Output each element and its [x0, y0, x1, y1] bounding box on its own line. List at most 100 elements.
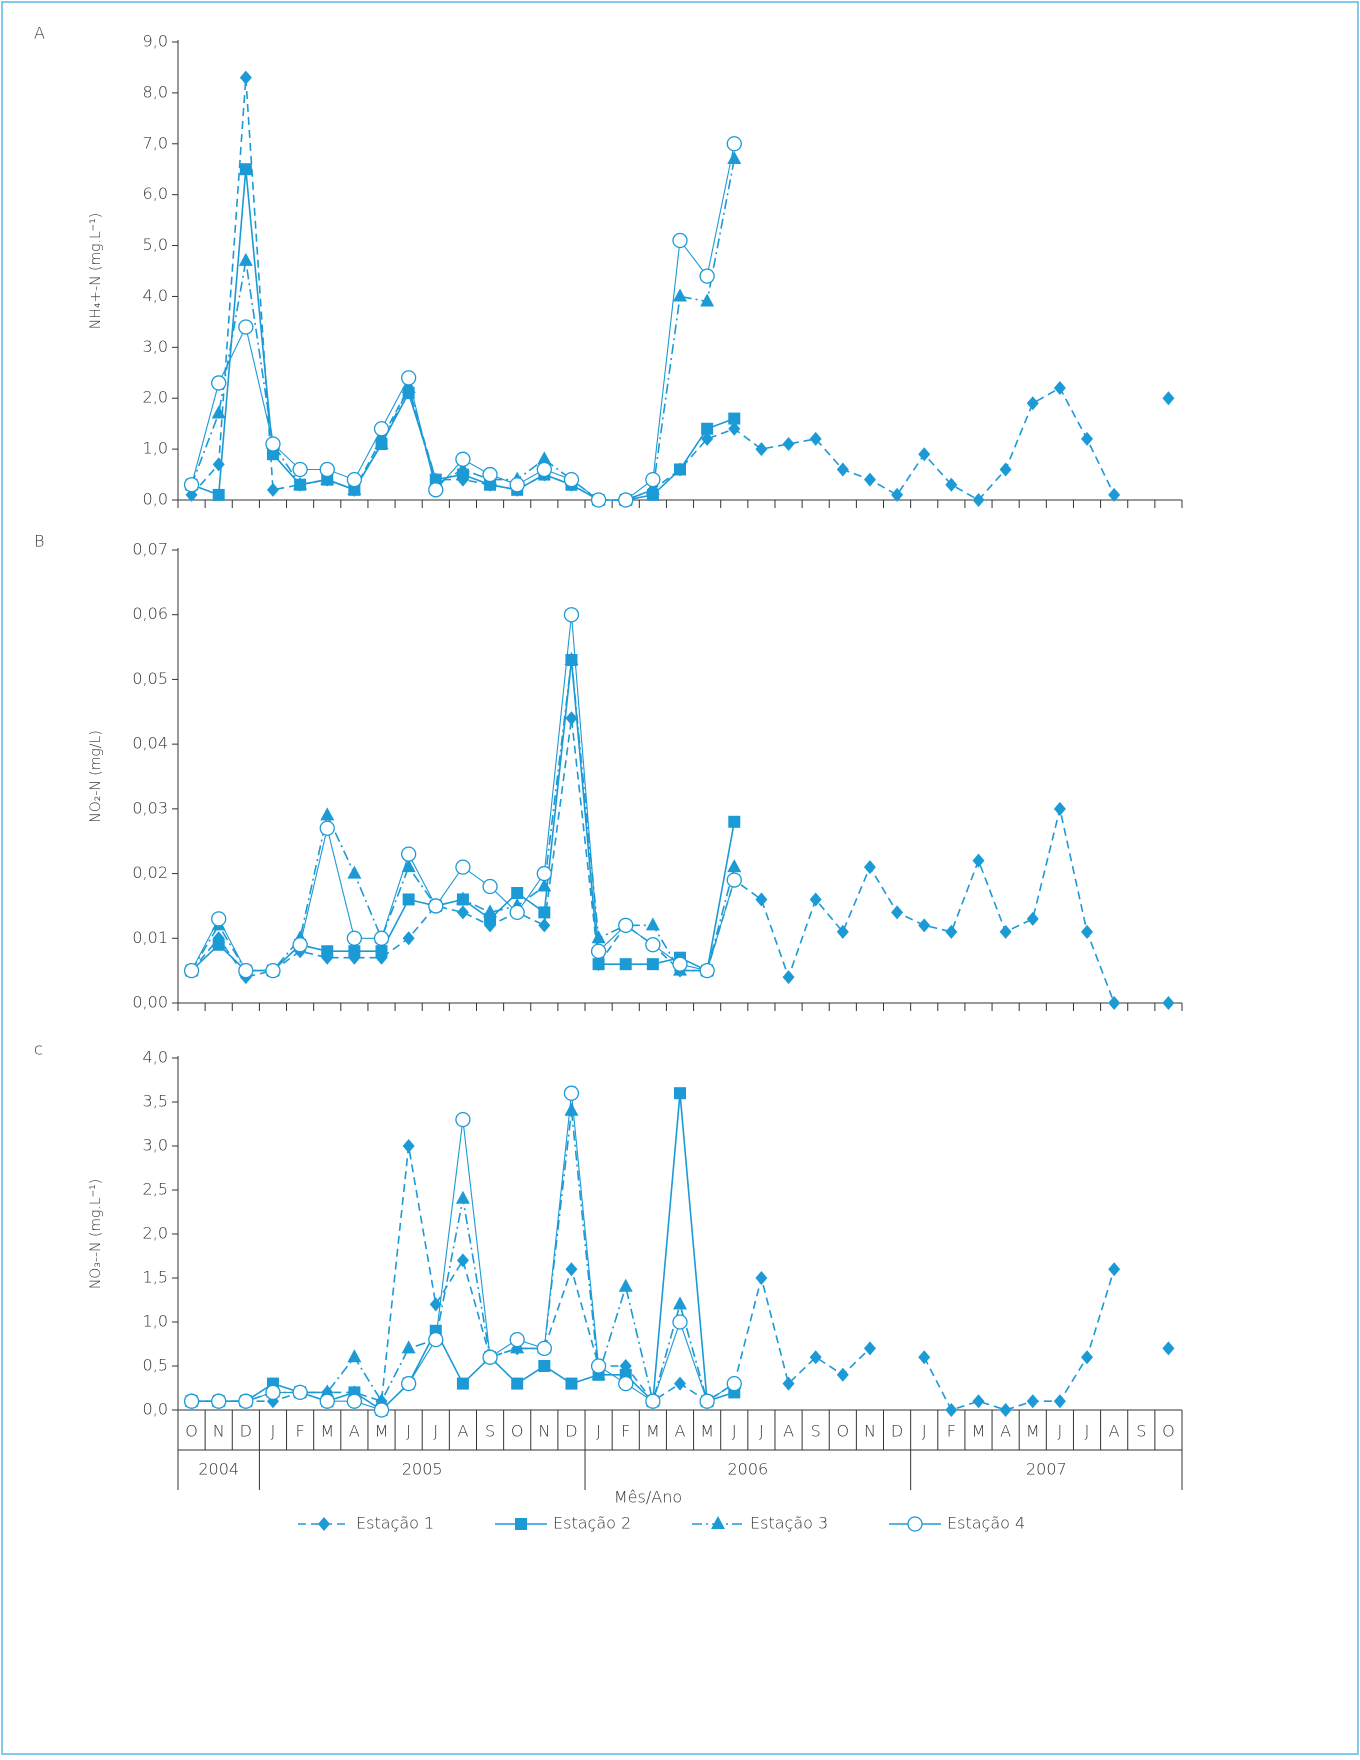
x-tick-label: S	[1136, 1422, 1146, 1441]
marker	[618, 492, 634, 508]
marker	[972, 1394, 985, 1409]
y-tick-label: 9,0	[143, 32, 168, 51]
x-tick-label: M	[700, 1422, 714, 1441]
marker	[564, 1102, 579, 1116]
marker	[238, 1393, 254, 1409]
marker	[375, 945, 388, 958]
marker	[509, 1331, 525, 1348]
marker	[266, 482, 279, 497]
marker	[319, 461, 335, 478]
marker	[863, 860, 876, 875]
x-tick-label: O	[1162, 1422, 1175, 1441]
marker	[907, 1516, 923, 1532]
marker	[891, 905, 904, 920]
year-label: 2005	[402, 1460, 443, 1479]
marker	[809, 892, 822, 907]
marker	[320, 471, 335, 485]
x-tick-label: N	[213, 1422, 225, 1441]
x-tick-label: D	[565, 1422, 577, 1441]
marker	[400, 1375, 417, 1392]
marker	[429, 1297, 442, 1312]
marker	[455, 451, 471, 467]
marker	[265, 436, 281, 452]
y-tick-label: 2,5	[143, 1180, 168, 1199]
marker	[238, 252, 253, 266]
marker	[374, 1393, 389, 1407]
marker	[618, 917, 634, 933]
marker	[699, 1393, 715, 1409]
marker	[515, 1518, 527, 1530]
marker	[318, 1517, 330, 1531]
marker	[618, 1278, 633, 1292]
marker	[455, 1190, 470, 1204]
x-tick-label: F	[621, 1422, 630, 1441]
marker	[1162, 391, 1175, 406]
marker	[537, 451, 552, 465]
marker	[711, 1516, 725, 1529]
marker	[346, 1393, 363, 1409]
marker	[863, 472, 876, 487]
x-tick-label: F	[296, 1422, 305, 1441]
marker	[509, 904, 525, 921]
y-tick-label: 4,0	[143, 286, 168, 305]
marker	[863, 1341, 876, 1356]
marker	[645, 917, 660, 931]
y-tick-label: 3,5	[143, 1092, 168, 1111]
marker	[999, 924, 1012, 939]
marker	[563, 1085, 580, 1101]
marker	[347, 1349, 362, 1363]
y-tick-label: 0,06	[132, 604, 168, 623]
marker	[265, 962, 281, 979]
marker	[212, 488, 225, 501]
series-line	[191, 1093, 735, 1411]
y-tick-label: 2,0	[143, 388, 168, 407]
marker	[945, 477, 958, 492]
x-tick-label: M	[375, 1422, 389, 1441]
marker	[293, 476, 308, 490]
marker	[509, 477, 525, 493]
marker	[700, 293, 715, 307]
panel-label: c	[34, 1040, 43, 1059]
x-tick-label: M	[646, 1422, 660, 1441]
marker	[536, 461, 552, 478]
marker	[565, 711, 578, 726]
x-tick-label: O	[511, 1422, 524, 1441]
marker	[972, 853, 985, 868]
marker	[347, 865, 362, 879]
marker	[537, 878, 552, 892]
marker	[646, 958, 659, 971]
marker	[401, 859, 416, 873]
marker	[239, 70, 252, 85]
marker	[1026, 911, 1039, 926]
y-tick-label: 0,04	[132, 734, 168, 753]
marker	[183, 477, 200, 493]
x-tick-label: M	[320, 1422, 334, 1441]
marker	[619, 958, 632, 971]
marker	[538, 918, 551, 933]
marker	[1026, 396, 1039, 411]
marker	[755, 442, 768, 457]
marker	[511, 1377, 524, 1390]
marker	[999, 462, 1012, 477]
marker	[373, 421, 390, 437]
y-tick-label: 0,01	[132, 928, 168, 947]
marker	[945, 1403, 958, 1417]
y-axis-title: NO₃--N (mg.L⁻¹)	[88, 1179, 104, 1289]
marker	[1053, 381, 1066, 396]
marker	[672, 232, 688, 249]
marker	[590, 1358, 607, 1374]
marker	[1053, 801, 1066, 816]
marker	[728, 412, 741, 425]
marker	[455, 859, 471, 875]
series-line	[191, 1093, 735, 1412]
x-tick-label: M	[1026, 1422, 1040, 1441]
x-tick-label: J	[759, 1422, 764, 1441]
y-tick-label: 0,0	[143, 1400, 168, 1419]
marker	[428, 1331, 444, 1348]
marker	[483, 904, 498, 918]
marker	[321, 945, 334, 958]
marker	[645, 471, 661, 488]
panel-label: B	[34, 532, 44, 551]
x-axis-title: Mês/Ano	[614, 1488, 682, 1507]
